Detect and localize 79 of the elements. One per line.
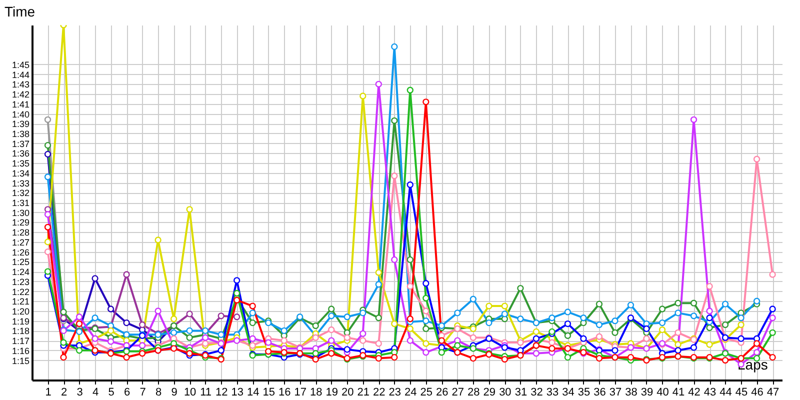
- y-tick-label: 1:31: [12, 198, 30, 208]
- y-tick-label: 1:45: [12, 60, 30, 70]
- y-tick-label: 1:26: [12, 247, 30, 258]
- y-tick-label: 1:16: [12, 346, 30, 356]
- y-tick-label: 1:42: [12, 90, 30, 100]
- x-tick-label: 30: [499, 386, 512, 398]
- y-tick-label: 1:39: [12, 119, 30, 130]
- x-tick-label: 45: [735, 386, 748, 398]
- x-tick-label: 31: [514, 386, 528, 398]
- x-tick-label: 28: [468, 386, 480, 398]
- x-tick-label: 39: [640, 386, 654, 398]
- y-tick-label: 1:37: [12, 138, 30, 149]
- x-tick-label: 18: [310, 386, 322, 398]
- x-tick-label: 13: [231, 386, 244, 398]
- x-tick-label: 25: [420, 386, 433, 398]
- y-tick-label: 1:32: [12, 188, 30, 198]
- y-tick-label: 1:34: [12, 168, 30, 178]
- x-tick-label: 20: [342, 386, 354, 398]
- x-tick-label: 29: [483, 386, 496, 398]
- y-tick-label: 1:44: [12, 70, 30, 80]
- y-tick-label: 1:24: [12, 267, 30, 278]
- x-tick-label: 10: [184, 386, 196, 398]
- x-tick-label: 42: [688, 386, 700, 398]
- x-tick-label: 3: [76, 386, 83, 398]
- x-tick-label: 17: [294, 386, 306, 398]
- y-tick-label: 1:38: [12, 128, 30, 139]
- y-tick-label: 1:27: [12, 237, 30, 248]
- x-tick-label: 46: [751, 386, 764, 398]
- y-tick-label: 1:20: [12, 306, 30, 316]
- y-tick-label: 1:36: [12, 148, 30, 159]
- x-tick-label: 21: [357, 386, 370, 398]
- x-tick-label: 22: [373, 386, 386, 398]
- x-tick-label: 40: [656, 386, 669, 398]
- x-tick-label: 12: [215, 386, 228, 398]
- x-tick-label: 14: [246, 386, 260, 398]
- x-tick-label: 19: [326, 386, 338, 398]
- x-tick-label: 37: [609, 386, 622, 398]
- y-tick-label: 1:35: [12, 158, 30, 169]
- x-tick-label: 43: [704, 386, 716, 398]
- x-tick-label: 27: [452, 386, 464, 398]
- x-tick-label: 47: [766, 386, 780, 398]
- x-tick-label: 32: [530, 386, 543, 398]
- x-tick-label: 9: [171, 386, 178, 398]
- y-tick-label: 1:25: [12, 257, 30, 268]
- x-tick-label: 36: [594, 386, 606, 398]
- y-tick-label: 1:22: [12, 286, 30, 297]
- x-tick-label: 5: [108, 386, 114, 398]
- x-tick-label: 7: [140, 386, 146, 398]
- y-tick-label: 1:29: [12, 218, 30, 228]
- x-tick-label: 44: [720, 386, 732, 398]
- y-tick-label: 1:23: [12, 276, 30, 287]
- y-tick-label: 1:15: [12, 356, 30, 366]
- x-tick-label: 15: [262, 386, 275, 398]
- x-tick-label: 26: [436, 386, 448, 398]
- x-tick-label: 23: [388, 386, 402, 398]
- x-tick-label: 34: [562, 386, 574, 398]
- y-tick-label: 1:40: [12, 109, 30, 120]
- y-tick-label: 1:28: [12, 228, 30, 238]
- x-tick-label: 38: [625, 386, 638, 398]
- x-tick-label: 1: [45, 386, 52, 398]
- x-tick-label: 16: [278, 386, 291, 398]
- x-tick-label: 41: [672, 386, 685, 398]
- x-tick-label: 35: [578, 386, 590, 398]
- x-tick-label: 33: [546, 386, 559, 398]
- y-tick-label: 1:43: [12, 80, 30, 90]
- y-tick-label: 1:30: [12, 208, 30, 218]
- y-tick-label: 1:17: [12, 336, 30, 346]
- y-tick-label: 1:41: [12, 99, 30, 110]
- x-tick-label: 11: [200, 386, 212, 398]
- y-tick-label: 1:21: [12, 296, 30, 307]
- y-tick-label: 1:33: [12, 178, 30, 188]
- x-tick-label: 8: [155, 386, 162, 398]
- x-tick-label: 6: [124, 386, 130, 398]
- y-tick-label: 1:18: [12, 326, 30, 336]
- y-tick-label: 1:19: [12, 316, 30, 326]
- x-tick-label: 4: [92, 386, 99, 398]
- y-axis-title: Time: [4, 4, 36, 20]
- x-tick-label: 24: [404, 386, 417, 398]
- x-tick-label: 2: [60, 386, 68, 398]
